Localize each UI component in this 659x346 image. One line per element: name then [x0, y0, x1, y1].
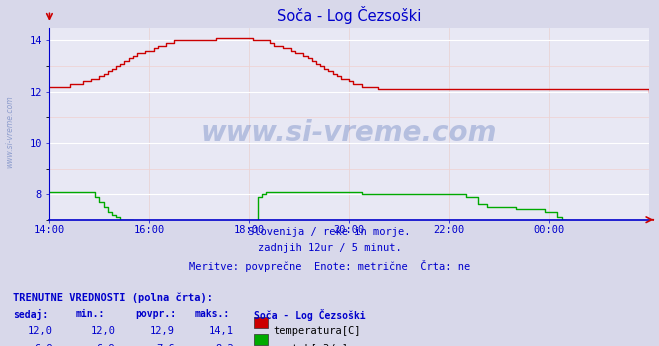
Text: sedaj:: sedaj:	[13, 309, 48, 320]
Text: 12,0: 12,0	[28, 326, 53, 336]
Text: 12,9: 12,9	[150, 326, 175, 336]
Text: Slovenija / reke in morje.: Slovenija / reke in morje.	[248, 227, 411, 237]
Text: 8,2: 8,2	[215, 344, 234, 346]
Text: 7,6: 7,6	[156, 344, 175, 346]
Text: temperatura[C]: temperatura[C]	[273, 326, 361, 336]
Text: Soča - Log Čezsoški: Soča - Log Čezsoški	[254, 309, 365, 321]
Text: min.:: min.:	[76, 309, 105, 319]
Text: Meritve: povprečne  Enote: metrične  Črta: ne: Meritve: povprečne Enote: metrične Črta:…	[189, 260, 470, 272]
Text: 6,9: 6,9	[97, 344, 115, 346]
Text: zadnjih 12ur / 5 minut.: zadnjih 12ur / 5 minut.	[258, 243, 401, 253]
Text: TRENUTNE VREDNOSTI (polna črta):: TRENUTNE VREDNOSTI (polna črta):	[13, 292, 213, 303]
Title: Soča - Log Čezsoški: Soča - Log Čezsoški	[277, 6, 422, 24]
Text: maks.:: maks.:	[194, 309, 229, 319]
Text: 14,1: 14,1	[209, 326, 234, 336]
Text: 6,9: 6,9	[34, 344, 53, 346]
Text: www.si-vreme.com: www.si-vreme.com	[201, 119, 498, 147]
Text: 12,0: 12,0	[90, 326, 115, 336]
Text: www.si-vreme.com: www.si-vreme.com	[5, 95, 14, 168]
Text: povpr.:: povpr.:	[135, 309, 176, 319]
Text: pretok[m3/s]: pretok[m3/s]	[273, 344, 349, 346]
